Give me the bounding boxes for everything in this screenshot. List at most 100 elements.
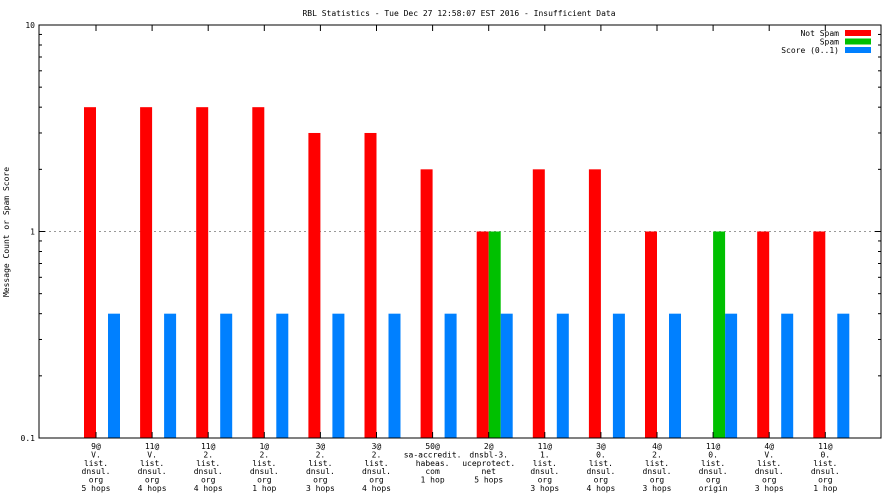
x-tick-label: dnsul.	[755, 467, 784, 476]
x-tick-label: com	[425, 467, 440, 476]
x-tick-label: org	[818, 476, 833, 485]
x-tick-label: list.	[196, 459, 220, 468]
x-tick-label: 3 hops	[755, 484, 784, 493]
bar-score-0-1	[276, 313, 289, 438]
x-tick-label: V.	[91, 450, 101, 459]
y-axis-ticks: 0.1 1 10	[21, 21, 881, 443]
x-tick-label: list.	[757, 459, 781, 468]
bar-score-0-1	[388, 313, 401, 438]
x-tick-label: org	[369, 476, 384, 485]
x-tick-label: dnsul.	[306, 467, 335, 476]
x-tick-label: 4 hops	[362, 484, 391, 493]
x-tick-label: dnsbl-3.	[469, 450, 508, 459]
bars	[84, 107, 850, 438]
x-tick-label: 4@	[652, 442, 662, 451]
legend-label: Spam	[820, 38, 839, 47]
x-tick-label: dnsul.	[194, 467, 223, 476]
y-tick-label: 10	[25, 21, 35, 30]
bar-not-spam	[364, 132, 377, 438]
x-tick-label: 11@	[818, 442, 833, 451]
bar-score-0-1	[332, 313, 345, 438]
x-tick-label: dnsul.	[643, 467, 672, 476]
x-tick-label: dnsul.	[811, 467, 840, 476]
x-tick-label: 4 hops	[586, 484, 615, 493]
bar-not-spam	[476, 231, 489, 438]
bar-score-0-1	[781, 313, 794, 438]
x-tick-label: 4 hops	[138, 484, 167, 493]
x-tick-label: uceprotect.	[462, 459, 515, 468]
x-tick-label: 11@	[706, 442, 721, 451]
bar-score-0-1	[669, 313, 681, 438]
bar-score-0-1	[444, 313, 457, 438]
bar-not-spam	[588, 169, 601, 438]
x-tick-label: dnsul.	[138, 467, 167, 476]
x-tick-label: 1.	[540, 450, 550, 459]
x-tick-label: 5 hops	[474, 476, 503, 485]
x-tick-label: 2.	[316, 450, 326, 459]
bar-score-0-1	[725, 313, 738, 438]
x-tick-label: org	[313, 476, 328, 485]
bar-not-spam	[757, 231, 770, 438]
x-tick-label: list.	[364, 459, 388, 468]
x-tick-label: org	[201, 476, 216, 485]
x-tick-label: 11@	[201, 442, 216, 451]
x-tick-label: list.	[645, 459, 669, 468]
legend-swatch	[845, 38, 871, 45]
x-tick-label: 0.	[596, 450, 606, 459]
bar-score-0-1	[220, 313, 233, 438]
bar-not-spam	[196, 107, 209, 438]
x-tick-label: 1 hop	[252, 484, 276, 493]
x-tick-label: dnsul.	[250, 467, 279, 476]
x-tick-label: origin	[699, 484, 728, 493]
x-tick-label: list.	[308, 459, 332, 468]
bar-not-spam	[308, 132, 321, 438]
x-tick-label: dnsul.	[530, 467, 559, 476]
x-tick-label: 3@	[596, 442, 606, 451]
bar-not-spam	[813, 231, 826, 438]
x-tick-label: list.	[701, 459, 725, 468]
bar-spam	[713, 231, 726, 438]
x-tick-label: net	[481, 467, 496, 476]
bar-not-spam	[252, 107, 265, 438]
x-tick-label: 3 hops	[643, 484, 672, 493]
x-tick-label: list.	[140, 459, 164, 468]
x-tick-label: V.	[764, 450, 774, 459]
x-tick-label: 2.	[203, 450, 213, 459]
chart-title: RBL Statistics - Tue Dec 27 12:58:07 EST…	[302, 9, 615, 18]
x-tick-label: 11@	[538, 442, 553, 451]
x-tick-label: list.	[589, 459, 613, 468]
x-tick-label: 3 hops	[530, 484, 559, 493]
x-tick-label: org	[650, 476, 665, 485]
x-tick-label: 4 hops	[194, 484, 223, 493]
x-tick-label: list.	[813, 459, 837, 468]
x-tick-label: 1@	[259, 442, 269, 451]
bar-score-0-1	[108, 313, 120, 438]
x-tick-label: 2.	[652, 450, 662, 459]
x-tick-label: org	[538, 476, 553, 485]
bar-not-spam	[645, 231, 657, 438]
x-tick-label: 2.	[372, 450, 382, 459]
x-tick-label: 3 hops	[306, 484, 335, 493]
x-tick-label: 3@	[316, 442, 326, 451]
x-tick-label: 0.	[708, 450, 718, 459]
x-tick-label: 2@	[484, 442, 494, 451]
x-tick-label: 0.	[820, 450, 830, 459]
y-tick-label: 0.1	[21, 434, 36, 443]
bar-score-0-1	[556, 313, 569, 438]
legend-swatch	[845, 30, 871, 36]
bar-not-spam	[140, 107, 153, 438]
x-tick-label: org	[145, 476, 160, 485]
x-tick-label: dnsul.	[362, 467, 391, 476]
bar-not-spam	[84, 107, 96, 438]
x-tick-label: habeas.	[416, 459, 450, 468]
legend-label: Not Spam	[800, 29, 839, 38]
x-tick-label: list.	[533, 459, 557, 468]
x-tick-label: 1 hop	[421, 476, 445, 485]
x-tick-label: dnsul.	[82, 467, 111, 476]
bar-not-spam	[532, 169, 545, 438]
x-tick-label: V.	[147, 450, 157, 459]
x-tick-label: list.	[84, 459, 108, 468]
x-tick-label: list.	[252, 459, 276, 468]
